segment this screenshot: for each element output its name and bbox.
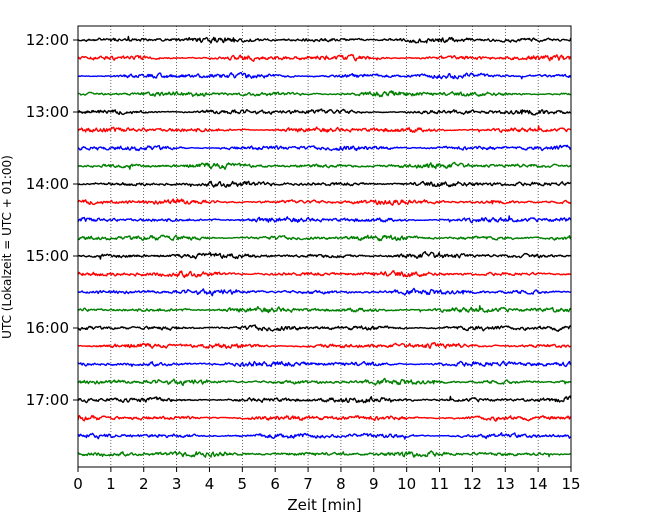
y-tick-label: 17:00 [26, 391, 69, 409]
seismic-trace [77, 377, 572, 387]
x-tick-label: 2 [139, 475, 149, 493]
y-tick-label: 16:00 [26, 319, 69, 337]
seismic-trace [77, 270, 572, 279]
seismic-trace [77, 432, 571, 440]
y-tick-label: 12:00 [26, 31, 69, 49]
traces [77, 35, 572, 458]
seismic-trace [77, 360, 572, 368]
y-tick-label: 14:00 [26, 175, 69, 193]
x-tick-label: 7 [303, 475, 313, 493]
seismic-trace [77, 450, 571, 458]
x-tick-label: 15 [561, 475, 580, 493]
x-tick-label: 9 [369, 475, 379, 493]
x-tick-label: 8 [336, 475, 346, 493]
x-tick-label: 6 [270, 475, 280, 493]
seismic-trace [77, 161, 572, 170]
x-axis-label: Zeit [min] [287, 496, 361, 514]
seismic-trace [77, 35, 572, 44]
seismic-trace [77, 144, 572, 152]
seismic-trace [77, 250, 572, 260]
x-tick-label: 3 [172, 475, 182, 493]
x-tick-label: 1 [106, 475, 116, 493]
x-axis-ticks: 0 1 2 3 4 5 6 7 8 9 10 11 12 13 14 15 [73, 467, 581, 493]
seismic-trace [77, 341, 572, 349]
seismic-trace [77, 304, 572, 314]
x-tick-label: 0 [73, 475, 83, 493]
x-tick-label: 13 [496, 475, 515, 493]
y-tick-label: 15:00 [26, 247, 69, 265]
seismic-trace [77, 53, 572, 62]
seismic-trace [77, 324, 572, 332]
plot-frame [77, 25, 572, 468]
x-tick-label: 5 [238, 475, 248, 493]
x-tick-label: 12 [463, 475, 482, 493]
seismic-trace [77, 215, 572, 224]
seismic-trace [77, 90, 572, 98]
seismic-trace [77, 71, 572, 80]
x-tick-label: 14 [529, 475, 548, 493]
seismic-trace [77, 414, 572, 422]
seismic-trace [77, 287, 572, 297]
y-axis-label: UTC (Lokalzeit = UTC + 01:00) [0, 155, 14, 339]
y-axis-ticks: 12:00 13:00 14:00 15:00 16:00 17:00 [26, 31, 78, 409]
seismic-trace [77, 198, 572, 206]
seismic-trace [77, 395, 572, 404]
y-tick-label: 13:00 [26, 103, 69, 121]
x-tick-label: 10 [397, 475, 416, 493]
x-tick-label: 4 [205, 475, 215, 493]
seismic-trace [77, 108, 572, 116]
x-tick-label: 11 [430, 475, 449, 493]
seismic-trace [77, 180, 571, 188]
seismic-trace [77, 234, 572, 242]
seismic-trace [77, 125, 572, 133]
